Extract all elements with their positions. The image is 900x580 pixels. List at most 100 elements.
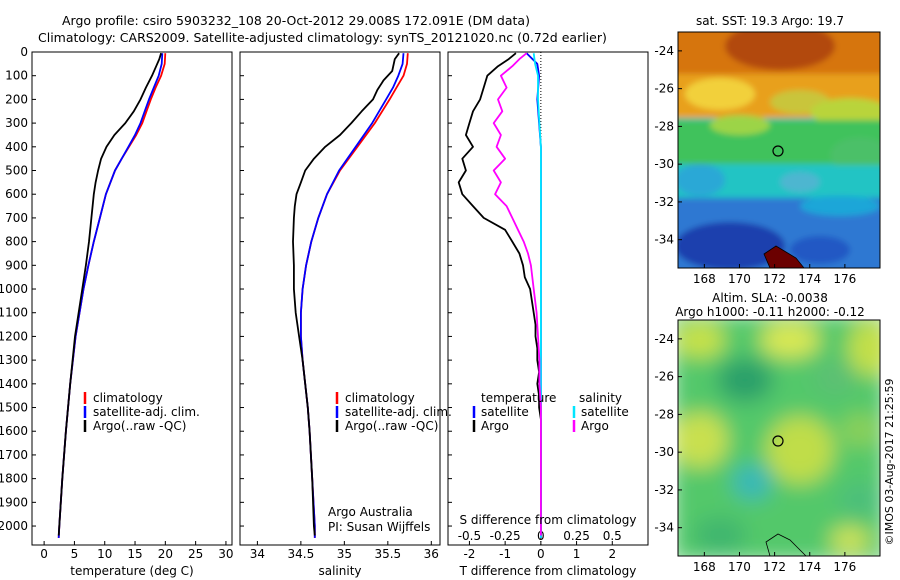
temperature-series-climatology — [57, 53, 167, 538]
salinity-x-tick-label: 34.5 — [288, 547, 315, 561]
s-difference-tick-label: 0.5 — [603, 529, 622, 543]
difference-panel-frame — [447, 51, 649, 546]
s-difference-tick-label: -0.5 — [458, 529, 481, 543]
salinity-x-tick-label: 36 — [424, 547, 439, 561]
salinity-axis-label: salinity — [318, 564, 361, 578]
legend-header-temperature: temperature — [481, 391, 556, 405]
sst-map-title: sat. SST: 19.3 Argo: 19.7 — [696, 14, 844, 28]
latitude-tick-label: -30 — [654, 445, 674, 459]
salinity-series-argo-raw-qc- — [292, 52, 400, 536]
longitude-tick-label: 168 — [693, 560, 716, 574]
temperature-panel-frame — [31, 51, 233, 546]
legend-label-climatology: climatology — [93, 391, 163, 405]
argo-australia-note: Argo Australia — [328, 505, 413, 519]
t-difference-x-tick-label: 0 — [537, 547, 545, 561]
latitude-tick-label: -24 — [654, 44, 674, 58]
temperature-x-tick-label: 25 — [188, 547, 203, 561]
longitude-tick-label: 172 — [763, 560, 786, 574]
depth-tick-label: 300 — [5, 116, 28, 130]
longitude-tick-label: 174 — [798, 560, 821, 574]
latitude-tick-label: -32 — [654, 483, 674, 497]
temperature-series-satellite-adj-clim- — [57, 53, 164, 538]
salinity-panel-frame — [239, 51, 441, 546]
depth-tick-label: 1000 — [0, 282, 28, 296]
depth-tick-label: 1200 — [0, 329, 28, 343]
depth-tick-label: 900 — [5, 258, 28, 272]
t-difference-x-tick-label: 2 — [608, 547, 616, 561]
t-difference-x-tick-label: 1 — [573, 547, 581, 561]
latitude-tick-label: -28 — [654, 119, 674, 133]
legend-label-temperature-satellite: satellite — [481, 405, 529, 419]
depth-tick-label: 100 — [5, 69, 28, 83]
longitude-tick-label: 168 — [693, 272, 716, 286]
salinity-series-satellite-adj-clim- — [299, 53, 405, 538]
latitude-tick-label: -26 — [654, 370, 674, 384]
salinity-x-tick-label: 35 — [337, 547, 352, 561]
temperature-series-argo-raw-qc- — [57, 52, 162, 536]
difference-series-salinity-argo — [492, 52, 542, 536]
latitude-tick-label: -30 — [654, 157, 674, 171]
longitude-tick-label: 174 — [798, 272, 821, 286]
legend-label-argo: Argo(..raw -QC) — [345, 419, 438, 433]
depth-tick-label: 200 — [5, 92, 28, 106]
sla-map-frame — [677, 319, 881, 557]
difference-profile-plot: -2 -1 0 1 2-0.5 -0.25 0 0.25 0.5 — [448, 51, 622, 561]
temperature-axis-label: temperature (deg C) — [70, 564, 193, 578]
sla-map-title-line2: Argo h1000: -0.11 h2000: -0.12 — [675, 305, 865, 319]
latitude-tick-label: -26 — [654, 82, 674, 96]
figure-title-line1: Argo profile: csiro 5903232_108 20-Oct-2… — [62, 13, 530, 28]
sla-argo-location-marker — [772, 435, 784, 447]
temperature-legend: climatology satellite-adj. clim. Argo(..… — [83, 391, 200, 433]
depth-tick-label: 1400 — [0, 377, 28, 391]
legend-label-argo: Argo(..raw -QC) — [93, 419, 186, 433]
depth-tick-label: 1100 — [0, 306, 28, 320]
temperature-x-tick-label: 5 — [71, 547, 79, 561]
sst-map-frame — [677, 31, 881, 269]
legend-label-salinity-satellite: satellite — [581, 405, 629, 419]
salinity-x-tick-label: 35.5 — [374, 547, 401, 561]
difference-legend: temperature salinity satellite Argo sate… — [472, 391, 629, 433]
depth-tick-label: 1900 — [0, 495, 28, 509]
depth-tick-label: 1800 — [0, 472, 28, 486]
latitude-tick-label: -32 — [654, 195, 674, 209]
legend-label-temperature-argo: Argo — [481, 419, 509, 433]
figure-title-line2: Climatology: CARS2009. Satellite-adjuste… — [38, 30, 607, 45]
sla-map-title-line1: Altim. SLA: -0.0038 — [712, 291, 828, 305]
sst-map-field — [678, 32, 880, 268]
s-difference-tick-label: 0.25 — [563, 529, 590, 543]
depth-tick-label: 1600 — [0, 424, 28, 438]
salinity-x-tick-label: 34 — [250, 547, 265, 561]
depth-tick-label: 0 — [20, 45, 28, 59]
latitude-tick-label: -24 — [654, 332, 674, 346]
legend-label-satellite: satellite-adj. clim. — [345, 405, 452, 419]
temperature-x-tick-label: 20 — [158, 547, 173, 561]
sla-map-axes: 168 170 172 174 176 -24 -26 -28 -30 -32 -34 — [654, 332, 856, 574]
sla-map-field — [678, 320, 880, 556]
temperature-x-tick-label: 30 — [218, 547, 233, 561]
sst-argo-location-marker — [772, 145, 784, 157]
t-difference-x-tick-label: -2 — [463, 547, 475, 561]
legend-label-salinity-argo: Argo — [581, 419, 609, 433]
legend-header-salinity: salinity — [579, 391, 622, 405]
sst-map-axes: 168 170 172 174 176 -24 -26 -28 -30 -32 -34 — [654, 44, 856, 286]
legend-label-satellite: satellite-adj. clim. — [93, 405, 200, 419]
depth-tick-label: 600 — [5, 187, 28, 201]
depth-tick-label: 1300 — [0, 353, 28, 367]
latitude-tick-label: -34 — [654, 233, 674, 247]
depth-tick-label: 500 — [5, 164, 28, 178]
salinity-legend: climatology satellite-adj. clim. Argo(..… — [335, 391, 452, 433]
s-difference-axis-label: S difference from climatology — [460, 513, 637, 527]
depth-tick-label: 2000 — [0, 519, 28, 533]
principal-investigator-note: PI: Susan Wijffels — [328, 520, 430, 534]
temperature-profile-plot: 0100200300400500600700800900100011001200… — [0, 45, 234, 561]
temperature-x-tick-label: 0 — [40, 547, 48, 561]
temperature-x-tick-label: 15 — [127, 547, 142, 561]
imos-timestamp: ©IMOS 03-Aug-2017 21:25:59 — [883, 379, 896, 546]
depth-tick-label: 400 — [5, 140, 28, 154]
legend-label-climatology: climatology — [345, 391, 415, 405]
longitude-tick-label: 176 — [833, 272, 856, 286]
depth-tick-label: 700 — [5, 211, 28, 225]
longitude-tick-label: 170 — [728, 272, 751, 286]
longitude-tick-label: 170 — [728, 560, 751, 574]
